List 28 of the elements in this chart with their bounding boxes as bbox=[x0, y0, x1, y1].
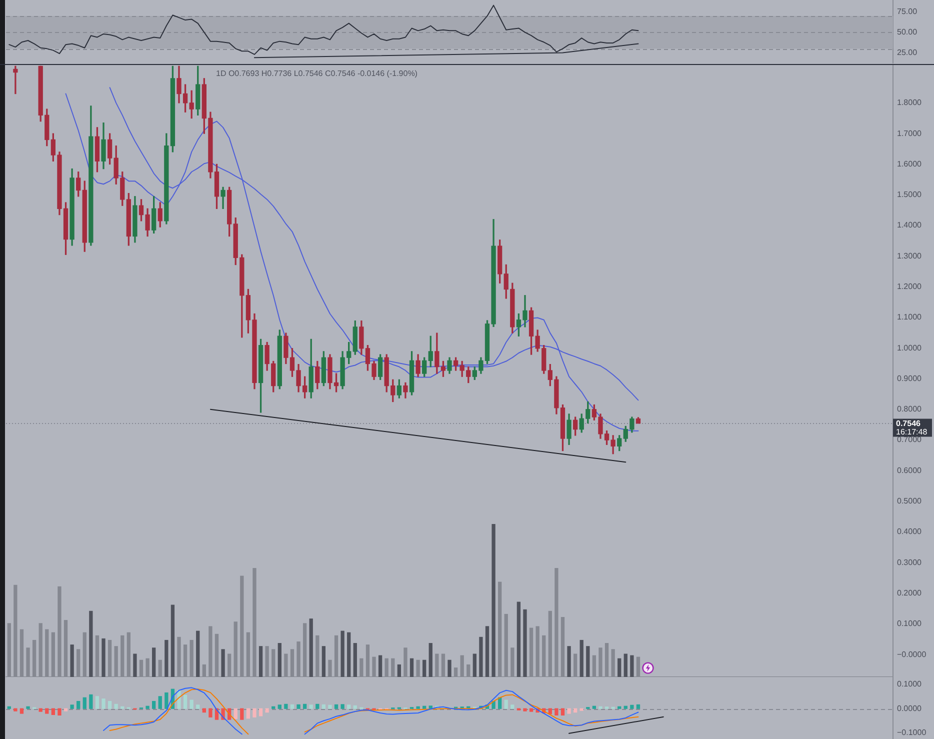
y-tick-label: 50.00 bbox=[897, 28, 918, 37]
y-tick-label: 1.6000 bbox=[897, 159, 922, 168]
y-tick-label: 0.3000 bbox=[897, 558, 922, 567]
y-tick-label: −0.1000 bbox=[897, 728, 927, 738]
y-tick-label: 1.4000 bbox=[897, 220, 922, 230]
y-tick-label: 1.7000 bbox=[897, 128, 922, 138]
y-tick-label: −0.0000 bbox=[897, 650, 927, 659]
y-tick-label: 0.1000 bbox=[897, 619, 922, 628]
y-tick-label: 0.7000 bbox=[897, 435, 922, 444]
y-tick-label: 1.3000 bbox=[897, 251, 922, 260]
y-tick-label: 0.9000 bbox=[897, 374, 922, 383]
y-tick-label: 1.1000 bbox=[897, 312, 922, 322]
y-tick-label: 1.2000 bbox=[897, 282, 922, 291]
y-tick-label: 0.0000 bbox=[897, 704, 922, 713]
ref-line-label: 0.7546 bbox=[896, 418, 922, 428]
y-tick-label: 0.8000 bbox=[897, 404, 922, 414]
y-tick-label: 0.1000 bbox=[897, 679, 922, 688]
y-tick-label: 1.5000 bbox=[897, 190, 922, 200]
y-tick-label: 25.00 bbox=[897, 48, 918, 57]
y-tick-label: 0.2000 bbox=[897, 588, 922, 598]
y-tick-label: 1.8000 bbox=[897, 98, 922, 108]
text: 16:17:48 bbox=[896, 427, 928, 436]
y-tick-label: 75.00 bbox=[897, 7, 918, 16]
y-tick-label: 0.5000 bbox=[897, 496, 922, 506]
y-tick-label: 0.4000 bbox=[897, 527, 922, 536]
y-tick-label: 1.0000 bbox=[897, 343, 922, 352]
text: 1D O0.7693 H0.7736 L0.7546 C0.7546 -0.0146 (-1.90%) bbox=[216, 69, 418, 78]
y-tick-label: 0.6000 bbox=[897, 466, 922, 475]
